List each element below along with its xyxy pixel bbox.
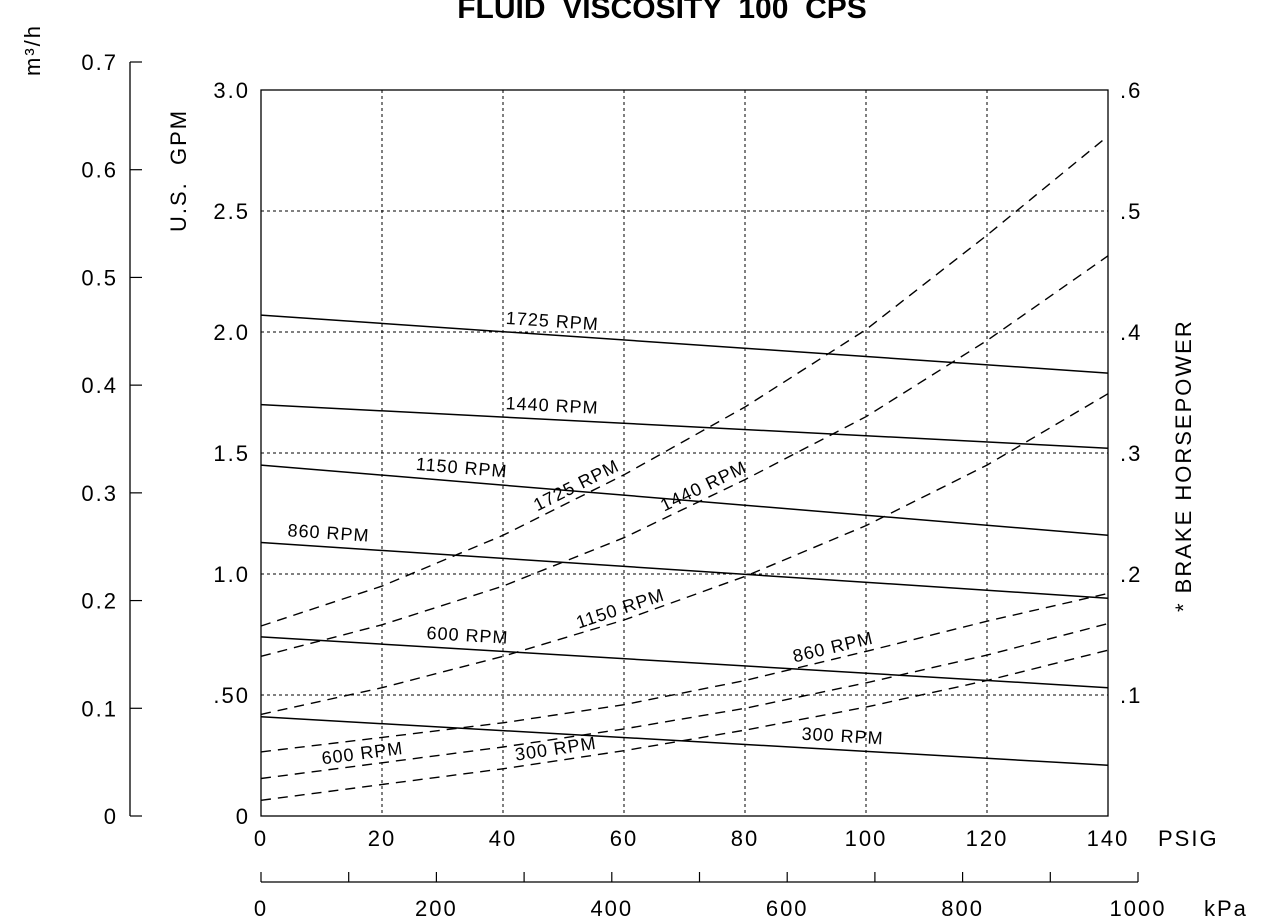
- m3h-tick-label: 0.2: [81, 589, 118, 614]
- m3h-tick-label: 0.1: [81, 696, 118, 721]
- power-curve-label: 1725 RPM: [530, 455, 622, 515]
- y2-tick-label: .1: [1120, 683, 1142, 708]
- kpa-tick-label: 800: [941, 896, 984, 921]
- y-tick-label: 3.0: [213, 78, 250, 103]
- x-tick-label: 60: [610, 826, 638, 851]
- brake-horsepower-axis-label: * BRAKE HORSEPOWER: [1171, 319, 1196, 612]
- kpa-axis-label: kPa: [1204, 896, 1248, 921]
- chart-title: FLUID VISCOSITY 100 CPS: [457, 0, 867, 25]
- flow-curve-label: 1440 RPM: [505, 393, 599, 418]
- flow-line-1440-rpm: [260, 403, 1109, 449]
- y-tick-label: 2.5: [213, 199, 250, 224]
- flow-curve-label: 1725 RPM: [505, 308, 599, 334]
- flow-curve-label: 1150 RPM: [415, 454, 508, 481]
- flow-line-600-rpm: [260, 636, 1109, 689]
- plot-frame: [260, 89, 1109, 817]
- y-tick-label: 2.0: [213, 320, 250, 345]
- power-curve-1150-rpm: [260, 393, 1109, 716]
- flow-curve-label: 600 RPM: [426, 623, 509, 648]
- x-tick-label: 140: [1087, 826, 1130, 851]
- m3h-tick-label: 0.7: [81, 50, 118, 75]
- m3h-tick-label: 0.3: [81, 481, 118, 506]
- kpa-tick-label: 1000: [1110, 896, 1167, 921]
- x-tick-label: 120: [966, 826, 1009, 851]
- y-tick-label: 1.0: [213, 562, 250, 587]
- y2-tick-label: .4: [1120, 320, 1142, 345]
- x-tick-label: 80: [731, 826, 759, 851]
- power-curve-860-rpm: [260, 592, 1109, 753]
- flow-curve-label: 860 RPM: [287, 520, 370, 545]
- y2-tick-label: .3: [1120, 441, 1142, 466]
- m3h-tick-label: 0.5: [81, 265, 118, 290]
- y-axis-label: U.S. GPM: [166, 109, 191, 232]
- power-curve-label: 1150 RPM: [574, 585, 667, 633]
- kpa-tick-label: 600: [766, 896, 809, 921]
- y2-tick-label: .6: [1120, 78, 1142, 103]
- m3h-axis-label: m³/h: [20, 24, 45, 76]
- series-layer: [260, 135, 1109, 801]
- y2-tick-label: .2: [1120, 562, 1142, 587]
- x-tick-label: 100: [845, 826, 888, 851]
- flow-line-860-rpm: [260, 541, 1109, 599]
- m3h-tick-label: 0.6: [81, 158, 118, 183]
- x-tick-label: 20: [368, 826, 396, 851]
- axes-layer: 0 20 40 60 80 100 120 1400.501.01.52.02.53.0.1.…: [81, 50, 1167, 921]
- flow-line-1725-rpm: [260, 314, 1109, 374]
- power-curve-1440-rpm: [260, 255, 1109, 657]
- power-curve-1725-rpm: [260, 135, 1109, 627]
- x-tick-label: 0: [254, 826, 268, 851]
- x-axis-label: PSIG: [1158, 826, 1219, 851]
- power-curve-600-rpm: [260, 622, 1109, 780]
- power-curve-label: 1440 RPM: [657, 457, 750, 515]
- y2-tick-label: .5: [1120, 199, 1142, 224]
- flow-line-1150-rpm: [260, 464, 1109, 537]
- kpa-tick-label: 200: [415, 896, 458, 921]
- y-tick-label: .50: [213, 683, 250, 708]
- grid-layer: [261, 90, 1108, 816]
- flow-curve-label: 300 RPM: [801, 724, 884, 749]
- x-tick-label: 40: [489, 826, 517, 851]
- power-curve-label: 860 RPM: [791, 628, 875, 667]
- m3h-tick-label: 0: [104, 804, 118, 829]
- m3h-tick-label: 0.4: [81, 373, 118, 398]
- y-tick-label: 0: [236, 804, 250, 829]
- y-tick-label: 1.5: [213, 441, 250, 466]
- power-curve-label: 600 RPM: [320, 738, 404, 768]
- kpa-tick-label: 0: [254, 896, 268, 921]
- power-curve-300-rpm: [260, 649, 1109, 801]
- power-curve-label: 300 RPM: [514, 733, 598, 765]
- kpa-tick-label: 400: [590, 896, 633, 921]
- curve-labels-layer: 1725 RPM 1440 RPM 1150 RPM 860 RPM 600 RPM 30…: [287, 308, 884, 769]
